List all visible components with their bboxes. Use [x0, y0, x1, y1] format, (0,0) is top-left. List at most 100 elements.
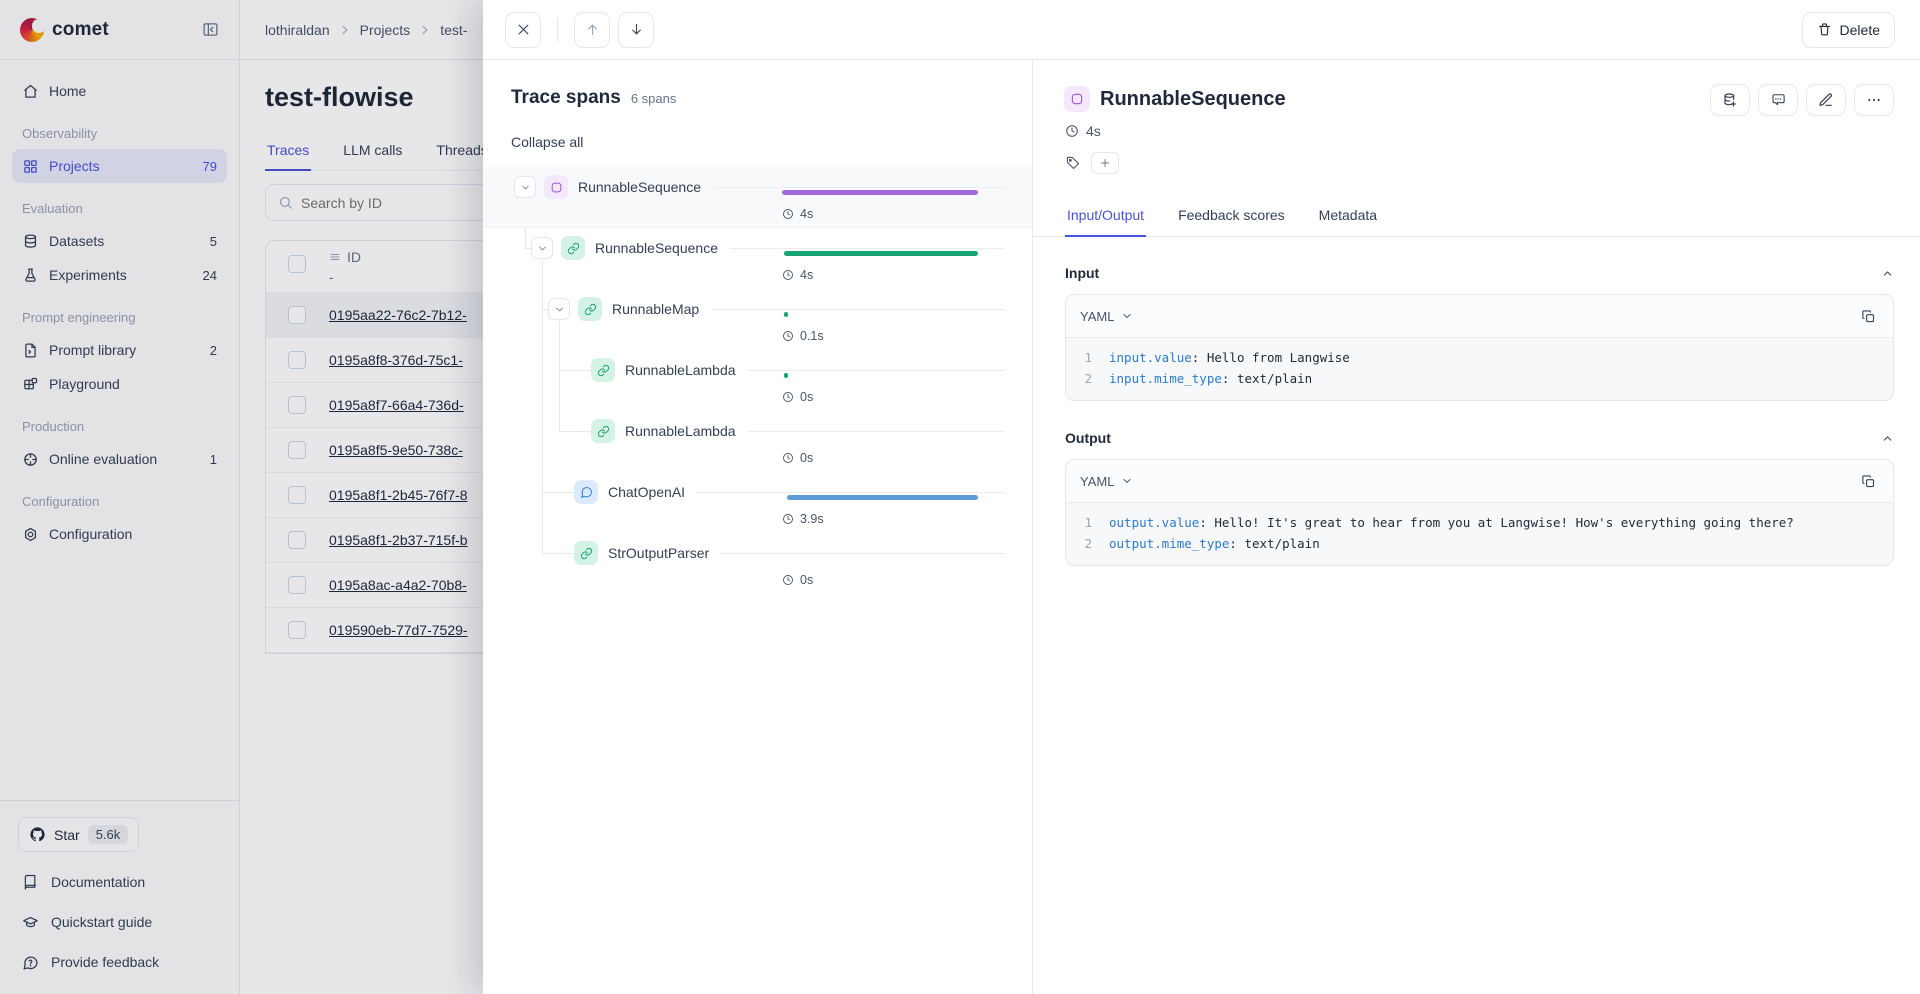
sidebar-link-feedback[interactable]: Provide feedback: [12, 942, 227, 982]
github-star-button[interactable]: Star 5.6k: [18, 817, 140, 852]
table-row[interactable]: 0195a8f8-376d-75c1-: [266, 338, 694, 383]
tab-traces[interactable]: Traces: [265, 134, 312, 171]
add-to-dataset-button[interactable]: [1710, 84, 1750, 116]
sidebar-link-documentation[interactable]: Documentation: [12, 862, 227, 902]
code-value: : Hello from Langwise: [1191, 350, 1350, 365]
row-checkbox[interactable]: [288, 351, 306, 369]
trace-id-link[interactable]: 0195a8f1-2b45-76f7-8: [329, 487, 468, 503]
row-checkbox[interactable]: [288, 531, 306, 549]
sheet-topbar: Delete: [483, 0, 1920, 60]
id-column-header: ID -: [329, 249, 361, 285]
tree-connector: [525, 248, 531, 249]
span-row-stroutputparser[interactable]: StrOutputParser 0s: [483, 533, 1032, 594]
sidebar-item-prompt-library[interactable]: Prompt library 2: [12, 333, 227, 367]
trace-id-link[interactable]: 0195a8f5-9e50-738c-: [329, 442, 463, 458]
breadcrumb-item[interactable]: Projects: [359, 21, 411, 38]
row-checkbox[interactable]: [288, 576, 306, 594]
breadcrumb-item[interactable]: lothiraldan: [265, 21, 330, 38]
section-title: Evaluation: [22, 201, 83, 216]
close-button[interactable]: [505, 11, 541, 48]
row-checkbox[interactable]: [288, 441, 306, 459]
span-row-runnablesequence[interactable]: RunnableSequence 4s: [483, 167, 1032, 228]
sidebar-link-label: Documentation: [51, 874, 146, 890]
line-number: 2: [1084, 371, 1092, 386]
code-body: 1 input.value: Hello from Langwise 2 input…: [1066, 337, 1893, 400]
format-select[interactable]: YAML: [1080, 309, 1133, 324]
span-row-runnablemap[interactable]: RunnableMap 0.1s: [483, 289, 1032, 350]
add-tag-button[interactable]: [1091, 152, 1119, 174]
count-badge: 1: [209, 451, 217, 467]
sidebar-item-home[interactable]: Home: [12, 74, 227, 108]
trace-detail-sheet: Delete Trace spans 6 spans Collapse all: [483, 0, 1920, 994]
span-row-runnablesequence-child[interactable]: RunnableSequence 4s: [483, 228, 1032, 289]
sidebar-item-configuration[interactable]: Configuration: [12, 517, 227, 551]
expand-chevron-button[interactable]: [531, 237, 553, 259]
expand-chevron-button[interactable]: [514, 176, 536, 198]
copy-button[interactable]: [1853, 302, 1883, 330]
clock-icon: [783, 270, 793, 280]
trace-id-link[interactable]: 019590eb-77d7-7529-: [329, 622, 468, 638]
tree-connector: [542, 309, 548, 310]
sidebar-item-projects[interactable]: Projects 79: [12, 149, 227, 183]
sidebar-footer: Star 5.6k Documentation Quickstart guide…: [0, 800, 239, 994]
sidebar-item-datasets[interactable]: Datasets 5: [12, 224, 227, 258]
select-all-checkbox[interactable]: [288, 255, 306, 273]
span-row-chatopenai[interactable]: ChatOpenAI 3.9s: [483, 472, 1032, 533]
trace-id-link[interactable]: 0195aa22-76c2-7b12-: [329, 307, 467, 323]
comet-logo-icon: [20, 17, 46, 42]
tags-row: [1065, 152, 1119, 174]
edit-button[interactable]: [1806, 84, 1846, 116]
span-row-runnablelambda[interactable]: RunnableLambda 0s: [483, 350, 1032, 411]
span-duration: 0s: [800, 451, 814, 465]
table-row[interactable]: 0195a8ac-a4a2-70b8-: [266, 563, 694, 608]
row-checkbox[interactable]: [288, 486, 306, 504]
tab-metadata[interactable]: Metadata: [1318, 207, 1378, 223]
chevron-down-icon: [555, 307, 563, 311]
row-checkbox[interactable]: [288, 396, 306, 414]
sidebar-link-quickstart[interactable]: Quickstart guide: [12, 902, 227, 942]
copy-button[interactable]: [1853, 467, 1883, 495]
row-checkbox[interactable]: [288, 306, 306, 324]
sidebar-item-online-evaluation[interactable]: Online evaluation 1: [12, 442, 227, 476]
chevron-up-icon[interactable]: [1881, 432, 1894, 445]
column-drag-icon[interactable]: [329, 251, 341, 263]
table-row[interactable]: 0195a8f1-2b37-715f-b: [266, 518, 694, 563]
trace-id-link[interactable]: 0195a8f8-376d-75c1-: [329, 352, 463, 368]
trace-id-link[interactable]: 0195a8f1-2b37-715f-b: [329, 532, 468, 548]
count-badge: 5: [209, 233, 217, 249]
span-row-runnablelambda[interactable]: RunnableLambda 0s: [483, 411, 1032, 472]
table-row[interactable]: 0195a8f1-2b45-76f7-8: [266, 473, 694, 518]
next-trace-button[interactable]: [618, 11, 654, 48]
tree-connector: [542, 553, 574, 554]
more-actions-button[interactable]: [1854, 84, 1894, 116]
expand-chevron-button[interactable]: [548, 298, 570, 320]
copy-icon: [1861, 309, 1874, 322]
timeline-leader: [711, 308, 1005, 310]
pen-icon: [1819, 93, 1832, 106]
delete-button[interactable]: Delete: [1801, 11, 1895, 48]
collapse-all-button[interactable]: Collapse all: [511, 134, 584, 150]
code-block-header: YAML: [1066, 295, 1893, 337]
sidebar-item-label: Datasets: [49, 233, 105, 249]
table-row[interactable]: 019590eb-77d7-7529-: [266, 608, 694, 653]
tab-input-output[interactable]: Input/Output: [1065, 197, 1147, 237]
chevron-up-icon[interactable]: [1881, 267, 1894, 280]
row-checkbox[interactable]: [288, 621, 306, 639]
trace-id-link[interactable]: 0195a8f7-66a4-736d-: [329, 397, 464, 413]
tab-threads[interactable]: Threads: [436, 142, 488, 158]
table-row[interactable]: 0195a8f7-66a4-736d-: [266, 383, 694, 428]
sidebar-item-experiments[interactable]: Experiments 24: [12, 258, 227, 292]
tab-llm-calls[interactable]: LLM calls: [343, 142, 403, 158]
prev-trace-button[interactable]: [574, 11, 610, 48]
delete-label: Delete: [1839, 21, 1880, 38]
table-row[interactable]: 0195a8f5-9e50-738c-: [266, 428, 694, 473]
line-number: 1: [1084, 515, 1092, 530]
sidebar-item-playground[interactable]: Playground: [12, 367, 227, 401]
format-select[interactable]: YAML: [1080, 474, 1133, 489]
section-title: Production: [22, 419, 85, 434]
tab-feedback-scores[interactable]: Feedback scores: [1178, 207, 1285, 223]
trace-id-link[interactable]: 0195a8ac-a4a2-70b8-: [329, 577, 467, 593]
comments-button[interactable]: [1758, 84, 1798, 116]
breadcrumb-item[interactable]: test-: [440, 21, 468, 38]
collapse-sidebar-icon[interactable]: [197, 17, 223, 43]
